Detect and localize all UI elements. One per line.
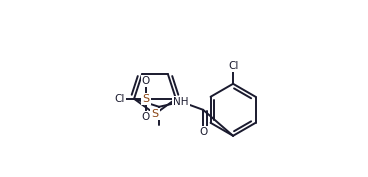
Text: Cl: Cl <box>228 61 238 71</box>
Text: S: S <box>152 109 159 119</box>
Text: S: S <box>142 94 149 104</box>
Text: O: O <box>199 127 207 137</box>
Text: NH: NH <box>173 97 189 107</box>
Text: O: O <box>142 76 150 86</box>
Text: O: O <box>142 112 150 122</box>
Text: Cl: Cl <box>115 94 125 104</box>
